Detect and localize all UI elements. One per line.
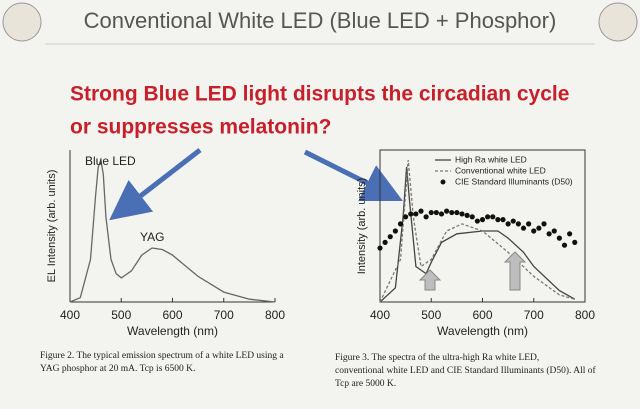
- series-line: [379, 167, 576, 303]
- data-point: [438, 211, 445, 217]
- data-point: [500, 217, 506, 223]
- x-tick-label: 400: [60, 308, 80, 322]
- data-point: [428, 209, 434, 216]
- data-point: [556, 235, 562, 241]
- x-tick-label: 800: [575, 308, 595, 322]
- data-point: [377, 245, 383, 251]
- data-point: [541, 221, 547, 227]
- data-point: [382, 239, 388, 245]
- x-tick-label: 500: [421, 308, 441, 322]
- data-point: [485, 214, 491, 220]
- data-point: [526, 221, 532, 227]
- data-point: [449, 209, 455, 216]
- data-point: [444, 208, 450, 214]
- data-point: [546, 231, 552, 237]
- data-point: [474, 218, 480, 224]
- data-point: [413, 211, 419, 217]
- data-point: [510, 218, 516, 224]
- data-point: [397, 221, 404, 227]
- legend-label: High Ra white LED: [455, 154, 527, 164]
- legend-marker: [440, 179, 446, 185]
- x-tick-label: 800: [265, 308, 285, 322]
- y-axis-label: Intensity (arb. units): [356, 178, 368, 275]
- arrow: [303, 149, 403, 201]
- headline: or suppresses melatonin?: [70, 116, 331, 139]
- annotation: Blue LED: [85, 154, 136, 168]
- x-tick-label: 600: [162, 308, 182, 322]
- x-axis-label: Wavelength (nm): [127, 324, 218, 338]
- data-point: [423, 214, 429, 220]
- x-tick-label: 700: [214, 308, 234, 322]
- data-point: [490, 214, 496, 220]
- data-point: [561, 242, 568, 248]
- x-tick-label: 500: [111, 308, 131, 322]
- data-point: [479, 217, 486, 223]
- data-point: [567, 231, 573, 237]
- data-point: [536, 225, 542, 231]
- data-point: [433, 209, 439, 216]
- logo: [598, 2, 638, 42]
- logo: [2, 2, 42, 42]
- legend-label: Conventional white LED: [455, 165, 546, 175]
- data-point: [520, 225, 527, 231]
- data-point: [418, 208, 424, 214]
- caption: Figure 3. The spectra of the ultra-high …: [335, 352, 539, 363]
- headline: Strong Blue LED light disrupts the circa…: [70, 83, 569, 106]
- data-point: [572, 239, 578, 245]
- highlight-arrow: [503, 251, 527, 291]
- series-line: [379, 159, 575, 303]
- slide-title: Conventional White LED (Blue LED + Phosp…: [84, 8, 557, 33]
- data-point: [531, 228, 537, 234]
- caption: conventional white LED and CIE Standard …: [335, 365, 597, 376]
- x-tick-label: 600: [472, 308, 492, 322]
- x-axis-label: Wavelength (nm): [437, 324, 528, 338]
- x-tick-label: 700: [524, 308, 544, 322]
- data-point: [495, 217, 501, 223]
- legend-label: CIE Standard Illuminants (D50): [455, 176, 573, 186]
- annotation: YAG: [140, 230, 164, 244]
- data-point: [505, 221, 511, 227]
- data-point: [464, 212, 470, 218]
- data-point: [551, 228, 557, 234]
- data-point: [387, 234, 393, 240]
- caption: Tcp are 5000 K.: [335, 379, 396, 389]
- data-point: [408, 211, 414, 217]
- data-point: [403, 214, 409, 220]
- data-point: [515, 221, 521, 227]
- data-point: [459, 211, 465, 217]
- arrow: [109, 148, 202, 221]
- caption: Figure 2. The typical emission spectrum …: [40, 350, 284, 361]
- data-point: [469, 214, 475, 220]
- data-point: [454, 209, 460, 216]
- series-line: [69, 157, 276, 303]
- x-tick-label: 400: [370, 308, 390, 322]
- y-axis-label: EL Intensity (arb. units): [46, 170, 58, 283]
- highlight-arrow: [418, 269, 442, 291]
- data-point: [392, 228, 398, 234]
- caption: YAG phosphor at 20 mA. Tcp is 6500 K.: [40, 364, 195, 374]
